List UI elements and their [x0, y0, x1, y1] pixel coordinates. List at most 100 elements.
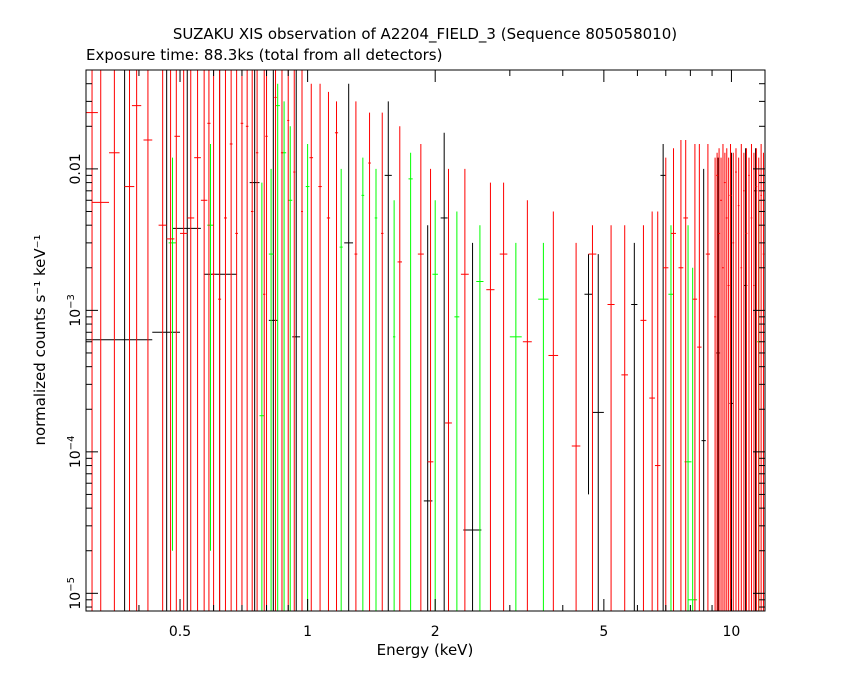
- data-point: [318, 83, 322, 611]
- data-point: [692, 143, 698, 611]
- data-point: [143, 70, 153, 611]
- data-point: [509, 242, 522, 611]
- data-point: [750, 143, 753, 611]
- data-point: [735, 148, 737, 611]
- data-point: [235, 70, 238, 611]
- y-tick-exponent: −3: [66, 294, 77, 309]
- data-point: [245, 70, 249, 611]
- data-point: [423, 225, 433, 611]
- data-point: [748, 157, 750, 611]
- data-point: [240, 70, 244, 611]
- data-point: [187, 70, 195, 611]
- data-point: [268, 168, 274, 611]
- data-point: [753, 152, 755, 611]
- data-point: [571, 242, 581, 611]
- data-point: [250, 70, 254, 611]
- data-point: [654, 211, 661, 611]
- data-point: [548, 211, 559, 611]
- data-point: [417, 143, 424, 611]
- data-point: [723, 152, 726, 611]
- series-0: [86, 70, 758, 611]
- data-point: [631, 242, 638, 611]
- data-point: [384, 101, 392, 611]
- data-point: [721, 143, 724, 611]
- y-tick-label: 10−3: [66, 294, 84, 327]
- y-tick-label: 10−4: [66, 436, 84, 469]
- data-point: [476, 225, 484, 611]
- data-point: [381, 112, 384, 611]
- data-point: [740, 143, 743, 611]
- data-point: [718, 148, 721, 611]
- x-tick-label: 10: [723, 624, 741, 640]
- data-point: [207, 70, 211, 611]
- data-point: [344, 83, 354, 611]
- data-point: [729, 143, 732, 611]
- data-point: [86, 70, 153, 611]
- data-point: [701, 168, 706, 611]
- data-point: [720, 157, 722, 611]
- data-point: [292, 70, 301, 611]
- y-axis-label: normalized counts s⁻¹ keV⁻¹: [31, 234, 49, 445]
- data-point: [194, 70, 201, 611]
- data-point: [158, 70, 167, 611]
- data-point: [392, 200, 396, 611]
- data-point: [538, 242, 549, 611]
- data-point: [131, 70, 142, 611]
- data-point: [288, 126, 293, 611]
- data-point: [762, 152, 765, 611]
- x-tick-label: 2: [431, 624, 440, 640]
- data-point: [463, 242, 482, 611]
- data-point: [354, 101, 358, 611]
- data-point: [374, 168, 378, 611]
- data-point: [445, 168, 452, 611]
- data-point: [309, 83, 314, 611]
- data-point: [124, 70, 135, 611]
- y-tick-exponent: −4: [66, 436, 77, 451]
- data-point: [584, 254, 593, 495]
- data-point: [305, 143, 310, 611]
- data-point: [275, 83, 280, 611]
- y-tick-exponent: −5: [66, 577, 77, 592]
- data-point: [427, 168, 434, 611]
- x-tick-label: 5: [599, 624, 608, 640]
- data-point: [755, 148, 758, 611]
- data-point: [440, 132, 448, 611]
- x-axis-label: Energy (keV): [377, 641, 474, 659]
- y-tick-label: 10−5: [66, 577, 84, 610]
- data-point: [326, 91, 331, 611]
- data-point: [522, 200, 532, 611]
- data-point: [218, 70, 222, 611]
- data-point: [224, 70, 227, 611]
- data-point: [716, 152, 719, 611]
- data-point: [743, 152, 745, 611]
- data-point: [268, 70, 278, 611]
- data-point: [168, 157, 177, 551]
- data-point: [263, 70, 266, 611]
- data-point: [281, 101, 287, 611]
- data-point: [339, 168, 343, 611]
- data-point: [668, 225, 674, 611]
- data-point: [432, 200, 438, 611]
- data-point: [172, 70, 201, 611]
- data-point: [737, 157, 740, 611]
- chart-title: SUZAKU XIS observation of A2204_FIELD_3 …: [173, 25, 677, 44]
- data-point: [265, 70, 268, 611]
- data-point: [301, 70, 303, 611]
- data-point: [86, 70, 98, 611]
- data-point: [397, 126, 403, 611]
- data-point: [259, 182, 265, 611]
- data-point: [460, 168, 469, 611]
- data-point: [92, 70, 110, 611]
- data-point: [408, 152, 413, 611]
- data-point: [649, 211, 655, 611]
- data-point: [274, 70, 277, 611]
- data-point: [688, 267, 698, 611]
- data-point: [334, 101, 339, 611]
- data-point: [174, 70, 181, 611]
- x-tick-label: 1: [303, 624, 312, 640]
- data-point: [705, 143, 710, 611]
- data-point: [683, 140, 689, 611]
- data-point: [607, 225, 615, 611]
- data-point: [280, 70, 284, 611]
